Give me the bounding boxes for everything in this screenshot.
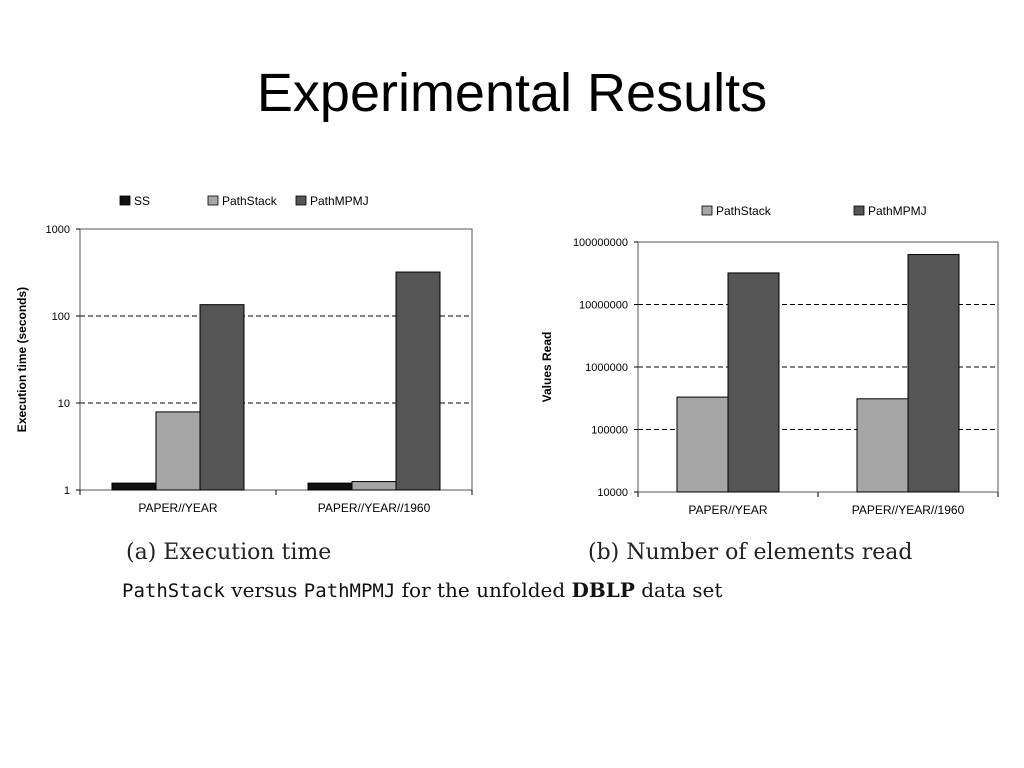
legend-label-pathmpmj: PathMPMJ — [310, 194, 369, 208]
y-tick-label: 10 — [58, 398, 70, 410]
y-axis-label: Values Read — [540, 332, 554, 403]
caption-b: (b) Number of elements read — [588, 540, 913, 565]
y-tick-label: 1000000 — [585, 362, 628, 374]
bar-pathmpmj-1 — [727, 272, 780, 493]
legend-swatch-ss — [119, 195, 131, 206]
figure-caption-text1: versus — [224, 578, 304, 602]
figure-caption-code1: PathStack — [122, 580, 225, 602]
y-tick-label: 100 — [52, 311, 70, 323]
legend-swatch-pathmpmj — [853, 205, 865, 216]
y-tick-label: 100000 — [591, 425, 628, 437]
y-axis-label: Execution time (seconds) — [15, 287, 29, 432]
y-tick-label: 10000 — [597, 487, 628, 499]
bar-pathmpmj-2 — [395, 271, 441, 491]
bar-pathstack-1 — [676, 396, 729, 493]
bar-pathmpmj-1 — [199, 304, 245, 491]
figure-caption-text3: data set — [634, 578, 723, 602]
figure-caption-bold: DBLP — [571, 578, 635, 602]
figure-caption-code2: PathMPMJ — [303, 580, 396, 602]
legend-swatch-pathmpmj — [295, 195, 307, 206]
bar-pathstack-2 — [856, 398, 909, 493]
y-tick-label: 100000000 — [573, 237, 628, 249]
legend-label-pathstack: PathStack — [716, 204, 772, 218]
x-category-label: PAPER//YEAR — [138, 501, 217, 515]
legend-label-pathstack: PathStack — [222, 194, 278, 208]
slide-title: Experimental Results — [256, 63, 768, 123]
bar-pathmpmj-2 — [907, 254, 960, 493]
legend-label-pathmpmj: PathMPMJ — [868, 204, 927, 218]
x-category-label: PAPER//YEAR//1960 — [318, 501, 431, 515]
x-category-label: PAPER//YEAR — [688, 503, 767, 517]
x-category-label: PAPER//YEAR//1960 — [852, 503, 965, 517]
y-tick-label: 10000000 — [579, 300, 628, 312]
y-tick-label: 1 — [64, 485, 70, 497]
legend-swatch-pathstack — [207, 195, 219, 206]
legend-swatch-pathstack — [701, 205, 713, 216]
caption-a: (a) Execution time — [126, 540, 332, 565]
figure-caption-text2: for the unfolded — [395, 578, 572, 602]
legend-label-ss: SS — [134, 194, 150, 208]
figure-caption: PathStack versus PathMPMJ for the unfold… — [122, 578, 722, 602]
y-tick-label: 1000 — [46, 224, 70, 236]
